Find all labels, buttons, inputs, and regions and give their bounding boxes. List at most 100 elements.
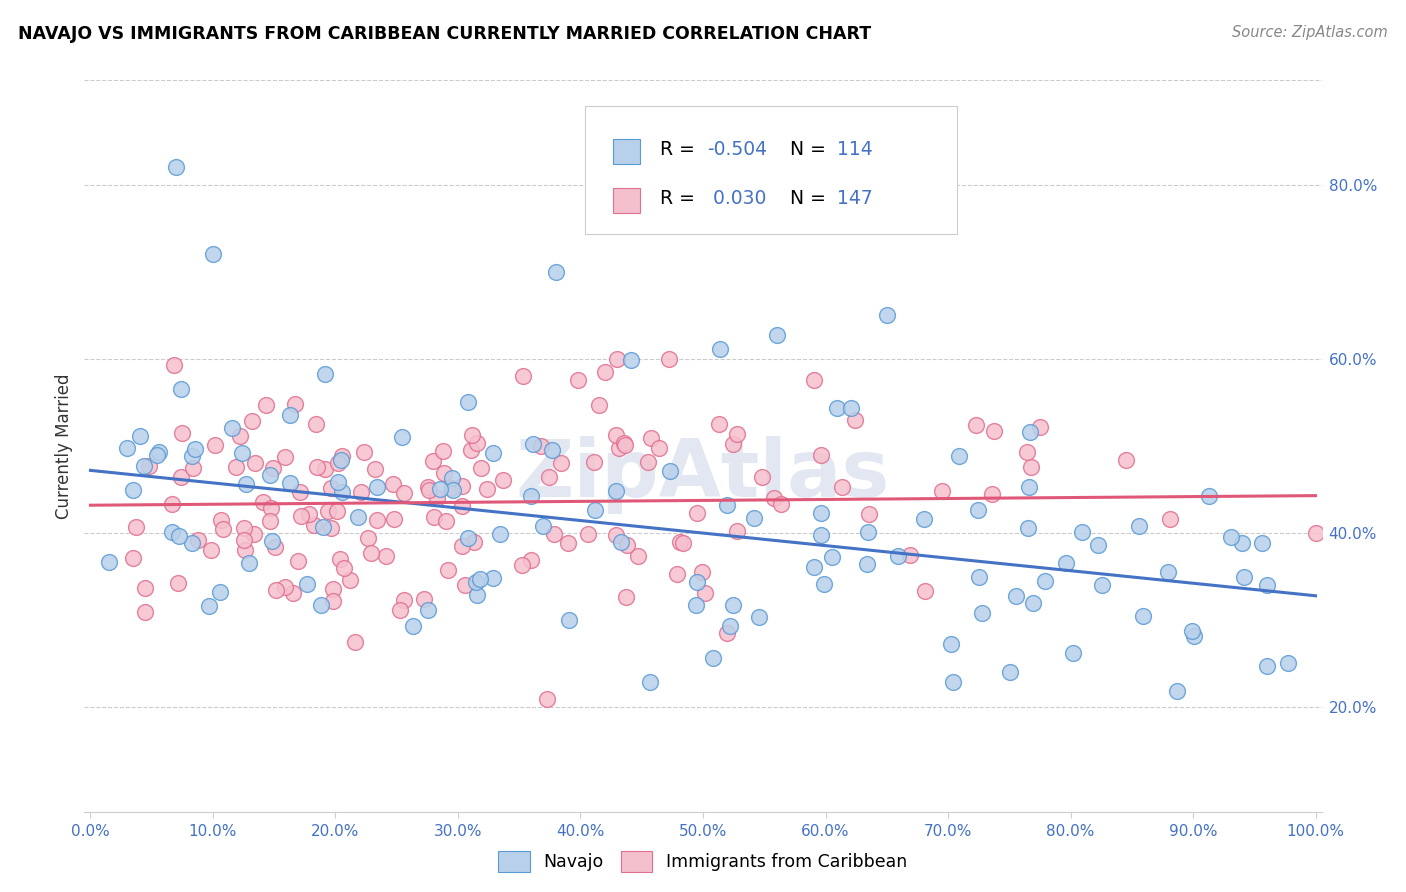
- Point: [307, 460, 329, 475]
- Point: [512, 368, 534, 383]
- Point: [304, 417, 326, 431]
- Point: [314, 367, 336, 381]
- Point: [264, 541, 287, 555]
- Point: [1157, 565, 1180, 579]
- Point: [457, 531, 479, 545]
- Point: [582, 455, 605, 469]
- Point: [162, 524, 184, 539]
- Point: [319, 521, 342, 535]
- Point: [637, 455, 659, 469]
- Point: [810, 528, 832, 542]
- Point: [614, 437, 637, 451]
- Point: [1062, 646, 1084, 660]
- Point: [235, 543, 257, 558]
- Text: NAVAJO VS IMMIGRANTS FROM CARIBBEAN CURRENTLY MARRIED CORRELATION CHART: NAVAJO VS IMMIGRANTS FROM CARIBBEAN CURR…: [18, 25, 872, 43]
- Point: [465, 588, 488, 602]
- Point: [172, 425, 194, 440]
- Point: [1198, 489, 1220, 503]
- Point: [492, 474, 515, 488]
- Point: [887, 549, 910, 564]
- Point: [278, 408, 301, 422]
- Point: [482, 571, 505, 585]
- Point: [614, 591, 637, 605]
- Point: [333, 561, 356, 575]
- Y-axis label: Currently Married: Currently Married: [55, 373, 73, 519]
- Point: [693, 586, 716, 600]
- Point: [482, 446, 505, 460]
- Point: [212, 522, 235, 536]
- Point: [98, 555, 121, 569]
- Point: [1233, 570, 1256, 584]
- Point: [457, 395, 479, 409]
- Point: [132, 458, 155, 473]
- Text: 114: 114: [837, 139, 872, 159]
- Point: [605, 428, 627, 442]
- Point: [366, 480, 388, 494]
- FancyBboxPatch shape: [585, 106, 956, 234]
- Point: [167, 529, 190, 543]
- Point: [770, 498, 793, 512]
- Point: [329, 552, 352, 566]
- Point: [475, 482, 498, 496]
- Point: [1128, 519, 1150, 533]
- Point: [312, 520, 335, 534]
- Point: [167, 575, 190, 590]
- Point: [328, 456, 350, 470]
- Point: [463, 535, 485, 549]
- Point: [550, 456, 572, 470]
- Point: [451, 478, 474, 492]
- Point: [813, 576, 835, 591]
- Point: [1035, 574, 1057, 589]
- Point: [274, 580, 297, 594]
- Point: [583, 502, 606, 516]
- Point: [260, 534, 283, 549]
- Point: [557, 535, 579, 549]
- Point: [316, 504, 339, 518]
- Point: [1005, 590, 1028, 604]
- Point: [238, 556, 260, 570]
- Point: [1184, 629, 1206, 643]
- Point: [536, 691, 558, 706]
- Point: [423, 509, 446, 524]
- Point: [332, 485, 354, 500]
- Point: [1181, 624, 1204, 639]
- Point: [309, 598, 332, 612]
- Point: [588, 398, 610, 412]
- Point: [669, 535, 692, 549]
- Point: [461, 428, 484, 442]
- Bar: [613, 187, 640, 213]
- Point: [165, 161, 187, 175]
- Point: [344, 635, 367, 649]
- Point: [686, 575, 709, 590]
- Point: [231, 445, 253, 459]
- Text: ZipAtlas: ZipAtlas: [516, 436, 890, 515]
- Point: [204, 438, 226, 452]
- Point: [967, 503, 990, 517]
- Point: [281, 586, 304, 600]
- Point: [243, 526, 266, 541]
- Legend: Navajo, Immigrants from Caribbean: Navajo, Immigrants from Caribbean: [492, 844, 914, 879]
- Point: [1015, 445, 1038, 459]
- Point: [1256, 578, 1278, 592]
- Point: [1054, 557, 1077, 571]
- Point: [148, 444, 170, 458]
- Point: [605, 527, 627, 541]
- Point: [162, 497, 184, 511]
- Point: [983, 425, 1005, 439]
- Point: [531, 519, 554, 533]
- Point: [326, 475, 349, 489]
- Point: [391, 430, 413, 444]
- Point: [803, 373, 825, 387]
- Point: [609, 442, 631, 456]
- Point: [1219, 530, 1241, 544]
- Point: [1115, 452, 1137, 467]
- Point: [381, 476, 404, 491]
- Point: [725, 427, 748, 442]
- Point: [998, 665, 1021, 680]
- Point: [725, 524, 748, 539]
- Point: [762, 491, 785, 505]
- Point: [855, 557, 877, 571]
- Point: [209, 512, 232, 526]
- Point: [702, 651, 724, 665]
- Point: [707, 417, 730, 432]
